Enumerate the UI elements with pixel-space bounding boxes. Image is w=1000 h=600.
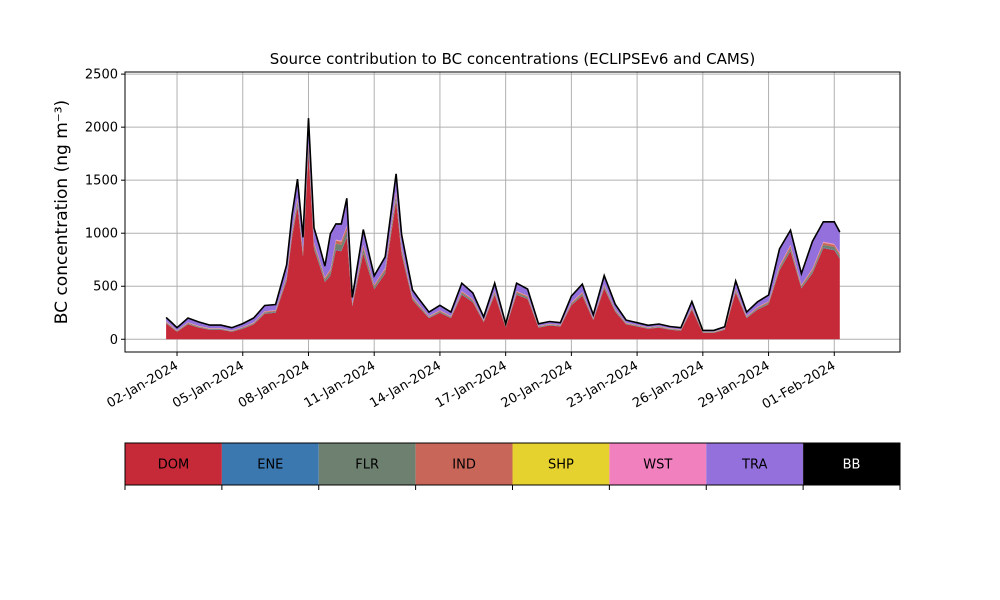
- plot-frame: [124, 71, 901, 353]
- area-tra: [166, 119, 840, 332]
- y-axis-label: BC concentration (ng m⁻³): [52, 100, 72, 324]
- x-tick-label: 20-Jan-2024: [499, 358, 576, 411]
- total-line: [165, 118, 841, 332]
- x-tick-label: 02-Jan-2024: [104, 358, 181, 411]
- x-tick-label: 26-Jan-2024: [630, 358, 707, 411]
- x-axis-ticks: 02-Jan-202405-Jan-202408-Jan-202411-Jan-…: [104, 352, 838, 412]
- x-tick-label: 23-Jan-2024: [565, 358, 642, 411]
- y-axis-ticks: 0 500 1000 1500 2000 2500: [85, 68, 125, 348]
- color-legend: DOM ENE FLR IND SHP WST TRA BB: [124, 442, 901, 490]
- y-tick-label: 2000: [85, 121, 118, 136]
- legend-swatch-dom: [125, 443, 222, 485]
- legend-swatch-tra: [706, 443, 804, 485]
- legend-swatch-wst: [609, 443, 707, 485]
- x-tick-label: 05-Jan-2024: [170, 358, 247, 411]
- y-tick-label: 2500: [85, 68, 118, 83]
- x-tick-label: 17-Jan-2024: [433, 358, 510, 411]
- x-tick-label: 01-Feb-2024: [760, 358, 839, 412]
- legend-swatch-bb: [803, 443, 900, 485]
- legend-label: IND: [452, 458, 476, 473]
- total-outline: [165, 118, 841, 332]
- legend-label: TRA: [741, 458, 767, 473]
- chart-title: Source contribution to BC concentrations…: [270, 50, 755, 68]
- x-tick-label: 11-Jan-2024: [302, 358, 379, 411]
- gridlines: [125, 72, 900, 352]
- area-dom: [166, 153, 840, 340]
- legend-label: SHP: [548, 458, 574, 473]
- legend-label: ENE: [257, 458, 283, 473]
- legend-swatch-ind: [415, 443, 513, 485]
- x-tick-label: 08-Jan-2024: [236, 358, 313, 411]
- legend-label: BB: [843, 458, 861, 473]
- y-tick-label: 1500: [85, 174, 118, 189]
- x-tick-label: 14-Jan-2024: [367, 358, 444, 411]
- legend-swatch-flr: [318, 443, 416, 485]
- legend-label: WST: [643, 458, 672, 473]
- stacked-areas: [166, 118, 840, 340]
- legend-label: DOM: [158, 458, 189, 473]
- y-tick-label: 500: [93, 280, 118, 295]
- y-tick-label: 0: [110, 333, 118, 348]
- y-tick-label: 1000: [85, 227, 118, 242]
- legend-swatch-shp: [512, 443, 610, 485]
- legend-label: FLR: [355, 458, 379, 473]
- legend-swatch-ene: [221, 443, 319, 485]
